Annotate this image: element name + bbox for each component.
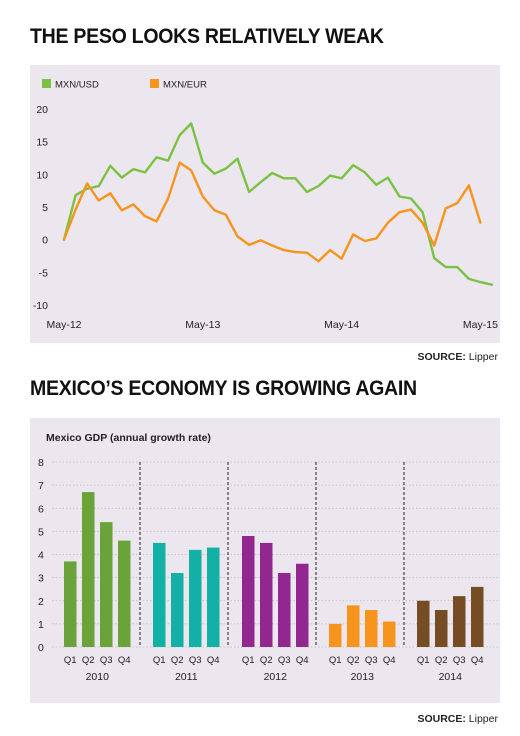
chart2-source: SOURCE: Lipper: [417, 713, 498, 725]
bar-chart-panel: Mexico GDP (annual growth rate) 0 1 2 3 4 5 6 7 8…: [30, 418, 500, 703]
peso-line-chart: -10 -5 0 5 10 15 20 May-12 May-13 May-14 May-15 MXN…: [33, 79, 498, 331]
bar: [189, 549, 202, 647]
legend-label: MXN/EUR: [163, 80, 207, 91]
y-tick-label: 6: [38, 503, 44, 515]
x-tick-label: May-13: [185, 319, 220, 331]
quarter-label: Q2: [82, 655, 95, 666]
quarter-label: Q2: [347, 655, 360, 666]
x-tick-label: May-15: [463, 319, 498, 331]
y-tick-label: 0: [38, 642, 44, 654]
quarter-label: Q4: [207, 655, 220, 666]
bar: [260, 542, 273, 647]
quarter-label: Q3: [100, 655, 113, 666]
y-tick-label: 1: [38, 619, 44, 631]
source-value: Lipper: [468, 713, 498, 725]
quarter-label: Q3: [278, 655, 291, 666]
bar: [347, 605, 360, 647]
y-tick-label: 7: [38, 480, 44, 492]
y-tick-label: -5: [39, 267, 48, 279]
bar: [329, 623, 342, 647]
quarter-label: Q2: [435, 655, 448, 666]
bar: [242, 536, 255, 647]
quarter-label: Q1: [153, 655, 166, 666]
quarter-label: Q1: [64, 655, 77, 666]
legend-swatch: [150, 79, 159, 88]
bar: [435, 610, 448, 647]
quarter-label: Q3: [365, 655, 378, 666]
chart1-title: THE PESO LOOKS RELATIVELY WEAK: [30, 25, 384, 48]
bar: [383, 621, 396, 647]
quarter-label: Q3: [189, 655, 202, 666]
quarter-label: Q1: [242, 655, 255, 666]
line-chart-panel: -10 -5 0 5 10 15 20 May-12 May-13 May-14 May-15 MXN…: [30, 65, 500, 343]
bar: [100, 522, 113, 647]
bar: [296, 563, 309, 647]
year-label: 2012: [264, 671, 288, 683]
year-label: 2013: [351, 671, 375, 683]
quarter-label: Q4: [118, 655, 131, 666]
legend-swatch: [42, 79, 51, 88]
series-line: [62, 122, 494, 286]
bar: [278, 573, 291, 647]
bar: [82, 492, 95, 647]
y-tick-label: 15: [36, 137, 48, 149]
bar: [453, 596, 466, 647]
y-tick-label: 8: [38, 457, 44, 469]
quarter-label: Q3: [453, 655, 466, 666]
bar: [64, 561, 77, 647]
y-tick-label: 0: [42, 235, 48, 247]
source-label: SOURCE:: [417, 351, 466, 363]
year-label: 2010: [86, 671, 110, 683]
quarter-label: Q4: [471, 655, 484, 666]
year-label: 2014: [439, 671, 463, 683]
y-tick-label: 4: [38, 550, 44, 562]
source-value: Lipper: [468, 351, 498, 363]
bar: [153, 542, 166, 647]
quarter-label: Q4: [383, 655, 396, 666]
series-line: [62, 161, 482, 263]
gdp-bar-chart: Mexico GDP (annual growth rate) 0 1 2 3 4 5 6 7 8…: [38, 432, 500, 683]
y-tick-label: 5: [42, 202, 48, 214]
bar: [118, 540, 131, 647]
chart1-source: SOURCE: Lipper: [417, 351, 498, 363]
y-tick-label: 2: [38, 596, 44, 608]
year-label: 2011: [175, 671, 198, 683]
y-tick-label: 3: [38, 573, 44, 585]
y-tick-label: -10: [33, 300, 48, 312]
y-tick-label: 10: [36, 169, 48, 181]
quarter-label: Q4: [296, 655, 309, 666]
quarter-label: Q1: [417, 655, 430, 666]
y-axis-label: Mexico GDP (annual growth rate): [46, 432, 211, 444]
bar: [171, 573, 184, 647]
quarter-label: Q1: [329, 655, 342, 666]
quarter-label: Q2: [171, 655, 184, 666]
bar: [365, 610, 378, 647]
y-tick-label: 5: [38, 526, 44, 538]
bar: [417, 600, 430, 647]
x-tick-label: May-12: [46, 319, 81, 331]
x-tick-label: May-14: [324, 319, 359, 331]
chart2-title: MEXICO’S ECONOMY IS GROWING AGAIN: [30, 377, 417, 400]
quarter-label: Q2: [260, 655, 273, 666]
bar: [471, 586, 484, 647]
y-tick-label: 20: [36, 104, 48, 116]
legend-label: MXN/USD: [55, 80, 99, 91]
bar: [207, 547, 220, 647]
source-label: SOURCE:: [417, 713, 466, 725]
